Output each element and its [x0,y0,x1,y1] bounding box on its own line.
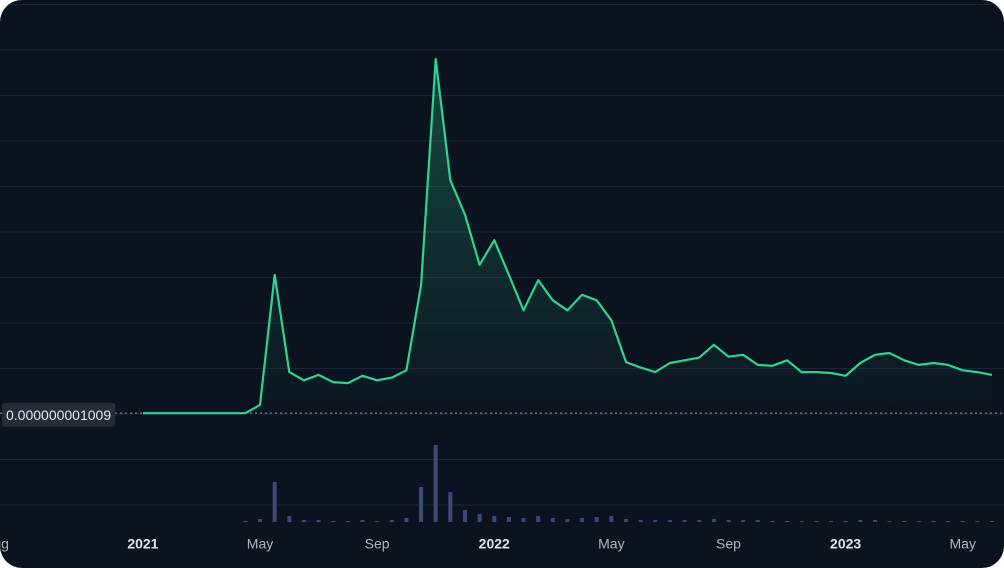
volume-bar [990,521,995,522]
x-tick-label: 2022 [479,536,510,552]
volume-bar [638,520,643,522]
plot-layer: 0.000000001009 Aug 2021 May Sep 2022 May Sep 202… [0,4,1004,552]
volume-bar [404,518,409,522]
volume-bar [975,521,980,522]
volume-bar [946,521,951,522]
volume-bar [433,445,438,522]
volume-bar [887,521,892,522]
volume-bar [331,521,336,522]
volume-bar [301,520,306,522]
volume-bar [389,520,394,522]
volume-bar [448,492,453,522]
volume-bar [799,521,804,522]
volume-bar [419,487,424,522]
x-tick-label: Sep [716,536,741,552]
x-tick-label: 2021 [127,536,158,552]
x-tick-label: May [950,536,976,552]
x-tick-label: Sep [365,536,390,552]
volume-bar [477,514,482,522]
volume-bar [345,521,350,522]
reference-label-box [2,402,116,427]
volume-bar [462,510,467,522]
volume-bar [726,520,731,522]
volume-bar [375,521,380,522]
reference-label: 0.000000001009 [6,407,111,423]
volume-bar [682,520,687,522]
volume-bar [741,520,746,522]
volume-bar [506,517,511,522]
volume-bar [272,482,277,522]
volume-bar [594,517,599,522]
volume-bar [243,521,248,522]
volume-bar [931,521,936,522]
volume-bar [565,519,570,522]
x-tick-label: May [598,536,624,552]
volume-bar [653,520,658,522]
volume-bar [316,520,321,522]
volume-bar [843,521,848,522]
volume-bar [916,521,921,522]
volume-bar [711,519,716,522]
volume-bar [697,520,702,522]
volume-bar [360,520,365,522]
volume-bar [550,518,555,522]
volume-bar [828,521,833,522]
x-tick-label: 2023 [830,536,861,552]
volume-bar [960,521,965,522]
volume-bar [536,516,541,522]
volume-bar [580,518,585,522]
x-tick-label: May [247,536,273,552]
volume-bar [609,516,614,522]
price-area [142,59,992,414]
volume-bar [770,521,775,522]
price-line [142,58,993,415]
volume-bar [902,521,907,522]
volume-bar [872,520,877,522]
volume-bar [492,516,497,522]
volume-bar [785,521,790,522]
volume-bar [624,519,629,522]
volume-bar [521,518,526,522]
volume-bar [258,519,263,522]
volume-bar [755,520,760,522]
volume-bar [858,520,863,522]
volume-bar [667,520,672,522]
x-tick-label: Aug [0,536,9,552]
volume-bar [814,521,819,522]
volume-bar [287,516,292,522]
